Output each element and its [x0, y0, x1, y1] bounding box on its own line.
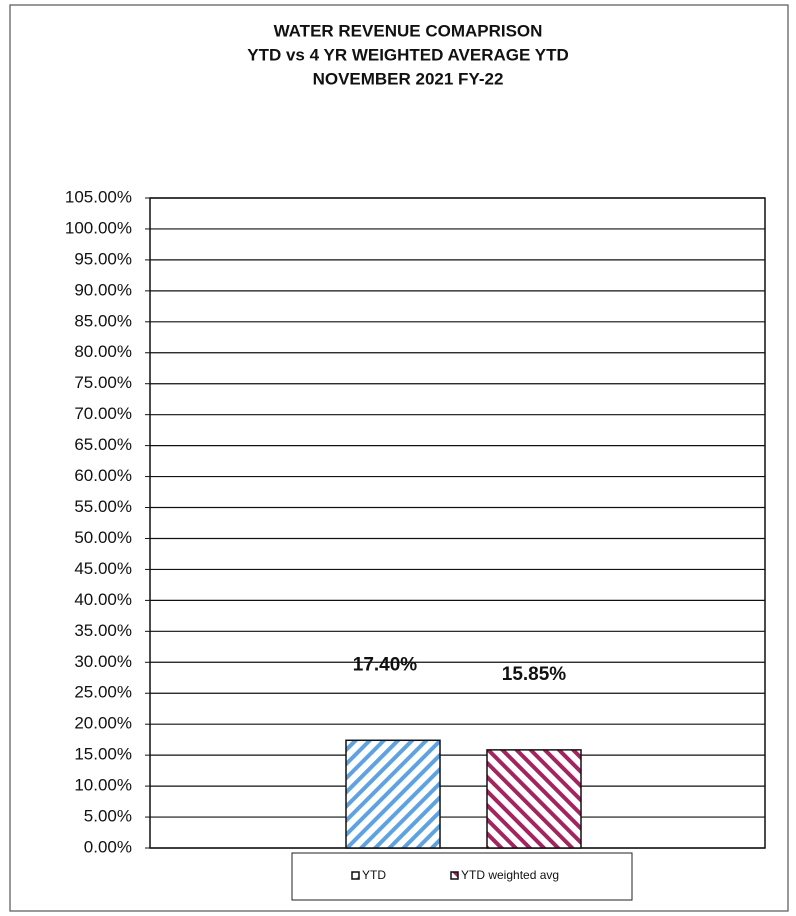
legend-swatch	[450, 871, 459, 880]
legend-swatch	[351, 871, 360, 880]
y-tick-label: 95.00%	[74, 249, 132, 268]
data-label: 17.40%	[353, 654, 418, 675]
y-tick-label: 75.00%	[74, 373, 132, 392]
y-tick-label: 70.00%	[74, 404, 132, 423]
y-tick-label: 35.00%	[74, 621, 132, 640]
y-tick-label: 5.00%	[84, 807, 132, 826]
bar	[486, 749, 582, 849]
y-tick-label: 100.00%	[65, 218, 132, 237]
y-tick-label: 55.00%	[74, 497, 132, 516]
y-tick-label: 30.00%	[74, 652, 132, 671]
y-tick-label: 20.00%	[74, 714, 132, 733]
legend-label: YTD	[362, 868, 386, 882]
y-tick-label: 45.00%	[74, 559, 132, 578]
chart-subtitle: NOVEMBER 2021 FY-22	[313, 69, 504, 88]
chart-subtitle: YTD vs 4 YR WEIGHTED AVERAGE YTD	[247, 45, 569, 64]
y-tick-label: 50.00%	[74, 528, 132, 547]
chart-title: WATER REVENUE COMAPRISON	[274, 21, 543, 40]
y-tick-label: 105.00%	[65, 187, 132, 206]
y-tick-label: 85.00%	[74, 311, 132, 330]
bar	[345, 739, 441, 849]
y-tick-label: 0.00%	[84, 837, 132, 856]
legend-box	[291, 852, 633, 901]
y-tick-label: 80.00%	[74, 342, 132, 361]
y-tick-label: 40.00%	[74, 590, 132, 609]
data-label: 15.85%	[502, 664, 567, 685]
y-tick-label: 25.00%	[74, 683, 132, 702]
y-tick-label: 15.00%	[74, 745, 132, 764]
y-tick-label: 60.00%	[74, 466, 132, 485]
y-tick-label: 65.00%	[74, 435, 132, 454]
legend-label: YTD weighted avg	[461, 868, 559, 882]
frame	[9, 4, 789, 912]
y-tick-label: 90.00%	[74, 280, 132, 299]
y-tick-label: 10.00%	[74, 776, 132, 795]
plot-area	[149, 197, 766, 849]
